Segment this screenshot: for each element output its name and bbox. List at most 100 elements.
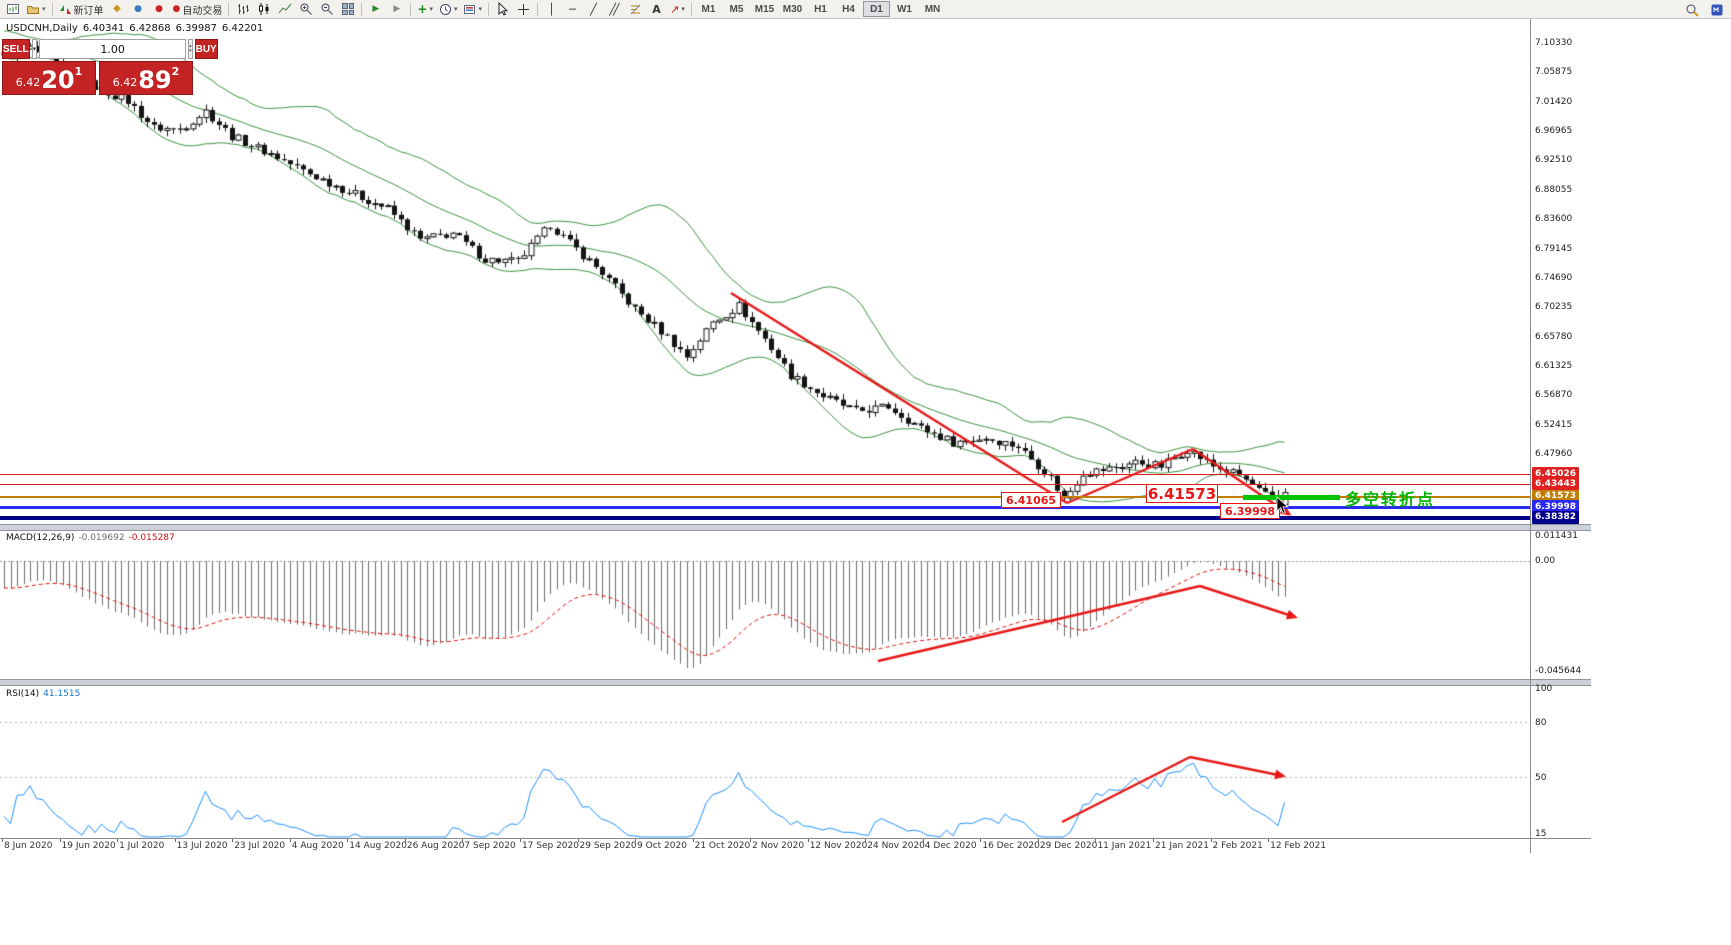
timeframe-button-m30[interactable]: M30 — [779, 1, 806, 17]
chart-shift-button[interactable]: ▶ — [386, 1, 407, 18]
templates-button[interactable]: ▾ — [460, 1, 485, 18]
rsi-value: 41.1515 — [43, 689, 81, 699]
sell-price-pipette: 1 — [74, 65, 83, 78]
buy-price-pipette: 2 — [171, 65, 180, 78]
chart-ohlc-title: USDCNH,Daily 6.40341 6.42868 6.39987 6.42201 — [6, 23, 268, 34]
bar-chart-button[interactable] — [232, 1, 253, 18]
panel-splitter[interactable] — [0, 524, 1591, 531]
timeframe-button-w1[interactable]: W1 — [891, 1, 918, 17]
toolbar-separator — [536, 2, 538, 16]
line-chart-icon — [278, 3, 292, 14]
toolbar-separator — [410, 2, 412, 16]
metaquotes-icon — [1711, 4, 1722, 15]
rsi-name: RSI(14) — [6, 689, 40, 699]
close-value: 6.42201 — [221, 23, 264, 34]
metaquotes-button[interactable] — [1706, 1, 1727, 18]
volume-spinner[interactable]: ▴ ▾ — [188, 39, 193, 59]
new-chart-icon — [6, 4, 19, 14]
fibonacci-icon — [630, 4, 641, 14]
macd-name: MACD(12,26,9) — [6, 533, 75, 543]
chevron-down-icon: ▾ — [42, 5, 46, 13]
buy-button[interactable]: BUY — [194, 39, 218, 59]
chevron-down-icon: ▾ — [478, 5, 482, 13]
horizontal-line-tool[interactable]: ─ — [562, 1, 583, 18]
arrows-tool[interactable]: ↗ ▾ — [667, 1, 688, 18]
metaeditor-icon: ◆ — [113, 3, 121, 14]
chart-shift-icon: ▶ — [393, 3, 401, 14]
spinner-up-icon[interactable]: ▴ — [189, 43, 192, 49]
clock-icon — [439, 3, 451, 15]
auto-scroll-icon: ▶ — [372, 3, 380, 14]
autotrading-label: 自动交易 — [182, 5, 223, 17]
panel-splitter[interactable] — [0, 679, 1591, 686]
new-chart-button[interactable] — [2, 1, 23, 18]
timeframe-button-m1[interactable]: M1 — [695, 1, 722, 17]
template-icon — [464, 4, 476, 14]
toolbar-separator — [361, 2, 363, 16]
mql5-community-button[interactable]: ● — [128, 1, 149, 18]
search-icon — [1686, 4, 1699, 17]
sell-price-pips: 20 — [41, 66, 75, 94]
sell-price-display[interactable]: 6.42 20 1 — [2, 61, 96, 95]
search-button[interactable] — [1681, 1, 1702, 18]
cursor-button[interactable] — [492, 1, 513, 18]
new-order-button[interactable]: 新订单 — [56, 1, 107, 18]
autotrading-button[interactable]: ● 自动交易 — [170, 1, 226, 18]
spinner-down-icon[interactable]: ▾ — [189, 48, 192, 54]
timeframe-button-d1[interactable]: D1 — [862, 1, 890, 17]
trade-options-dropdown[interactable]: ▾ — [31, 39, 38, 59]
auto-scroll-button[interactable]: ▶ — [365, 1, 386, 18]
toolbar-separator — [228, 2, 230, 16]
channel-icon: ╱╱ — [609, 2, 619, 16]
volume-input[interactable] — [39, 39, 187, 59]
buy-price-display[interactable]: 6.42 89 2 — [99, 61, 193, 95]
alerts-button[interactable]: ● — [149, 1, 170, 18]
timeframe-button-h4[interactable]: H4 — [835, 1, 862, 17]
macd-indicator-label: MACD(12,26,9) -0.019692 -0.015287 — [6, 533, 179, 543]
arrow-object-icon: ↗ — [670, 2, 680, 16]
tile-windows-button[interactable] — [337, 1, 358, 18]
crosshair-button[interactable] — [513, 1, 534, 18]
chevron-down-icon: ▾ — [681, 5, 685, 13]
timeframe-button-m5[interactable]: M5 — [723, 1, 750, 17]
line-chart-button[interactable] — [274, 1, 295, 18]
timeframe-button-mn[interactable]: MN — [919, 1, 946, 17]
buy-price-pips: 89 — [138, 66, 172, 94]
sell-price-head: 6.42 — [15, 76, 41, 89]
toolbar-separator — [690, 2, 692, 16]
metaeditor-button[interactable]: ◆ — [107, 1, 128, 18]
open-value: 6.40341 — [82, 23, 125, 34]
text-tool[interactable]: A — [646, 1, 667, 18]
zoom-in-icon — [300, 3, 312, 15]
chevron-down-icon: ▾ — [453, 5, 458, 13]
vertical-line-tool[interactable]: │ — [541, 1, 562, 18]
periods-button[interactable]: ▾ — [436, 1, 461, 18]
candlestick-chart-button[interactable] — [253, 1, 274, 18]
time-axis-line — [0, 838, 1591, 839]
zoom-in-button[interactable] — [295, 1, 316, 18]
price-axis-line — [1530, 19, 1531, 853]
fibonacci-tool[interactable] — [625, 1, 646, 18]
timeframe-button-m15[interactable]: M15 — [751, 1, 778, 17]
channel-tool[interactable]: ╱╱ — [604, 1, 625, 18]
chevron-down-icon: ▾ — [429, 5, 433, 13]
mouse-cursor — [1276, 496, 1289, 515]
add-indicator-icon: + — [417, 2, 428, 16]
profiles-icon — [27, 6, 39, 14]
toolbar-separator — [487, 2, 489, 16]
sell-button[interactable]: SELL — [2, 39, 30, 59]
high-value: 6.42868 — [129, 23, 171, 34]
timeframe-button-h1[interactable]: H1 — [807, 1, 834, 17]
trendline-tool[interactable]: ╱ — [583, 1, 604, 18]
new-order-label: 新订单 — [73, 5, 104, 17]
profiles-button[interactable]: ▾ — [23, 1, 49, 18]
indicators-button[interactable]: + ▾ — [414, 1, 436, 18]
low-value: 6.39987 — [175, 23, 217, 34]
turning-point-note[interactable]: 多空转折点 — [1345, 492, 1436, 509]
tile-windows-icon — [341, 3, 354, 15]
symbol-period-label: USDCNH,Daily — [6, 23, 78, 34]
autotrading-icon: ● — [172, 3, 181, 14]
zoom-out-button[interactable] — [316, 1, 337, 18]
